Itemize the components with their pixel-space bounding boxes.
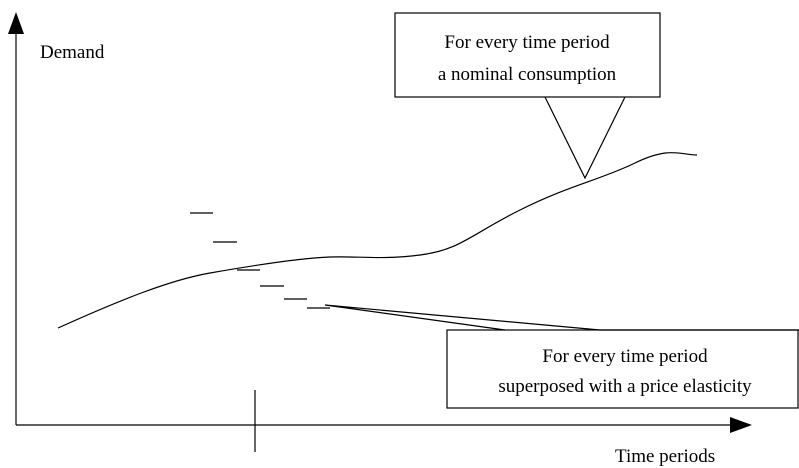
x-arrowhead — [730, 417, 752, 433]
callout-pointer — [544, 96, 626, 180]
callout-text: For every time period — [542, 346, 708, 367]
nominal-curve — [57, 152, 698, 329]
callout-text: superposed with a price elasticity — [498, 376, 752, 397]
callout-box — [394, 12, 661, 98]
y-axis-label: Demand — [40, 42, 105, 63]
x-axis-label: Time periods — [615, 446, 715, 467]
callout-text: a nominal consumption — [438, 64, 617, 85]
callout-pointer — [324, 304, 799, 331]
elasticity-steps — [190, 212, 330, 309]
callout-text: For every time period — [444, 32, 610, 53]
y-arrowhead — [8, 12, 24, 34]
callout-box — [446, 329, 799, 409]
